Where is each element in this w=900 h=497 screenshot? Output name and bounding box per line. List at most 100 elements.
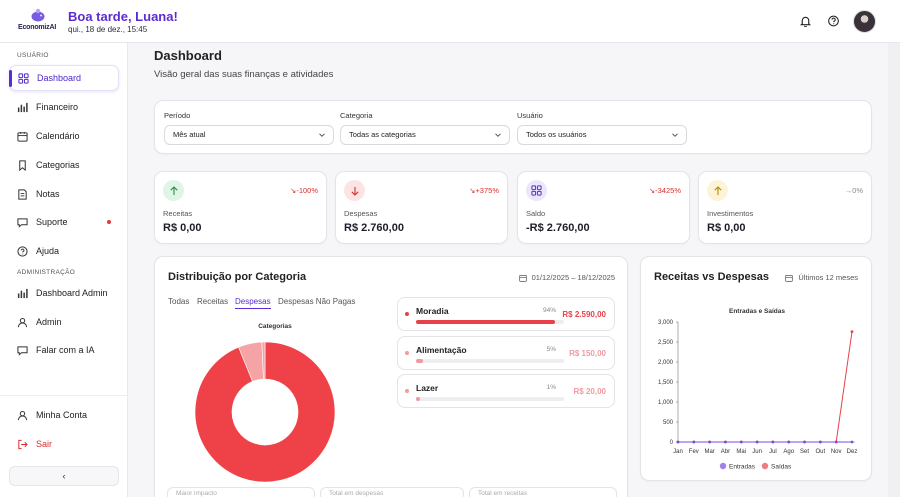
brand-logo[interactable]: EconomizAI xyxy=(18,8,60,36)
filters-card: Período Mês atual Categoria Todas as cat… xyxy=(154,100,872,154)
collapse-sidebar-button[interactable]: ‹ xyxy=(9,466,119,486)
revenue-expense-card: Receitas vs Despesas Últimos 12 meses En… xyxy=(640,256,872,481)
kpi-icon-bg xyxy=(163,180,184,201)
sidebar-item-label: Minha Conta xyxy=(36,410,88,420)
kpi-card-saldo[interactable]: ↘-3425% Saldo -R$ 2.760,00 xyxy=(517,171,690,244)
arrow-down-icon xyxy=(350,186,359,196)
current-datetime: qui., 18 de dez., 15:45 xyxy=(68,25,148,34)
sidebar-item-label: Falar com a IA xyxy=(36,345,95,355)
series-point xyxy=(787,440,791,444)
sidebar-item-calendario[interactable]: Calendário xyxy=(9,123,119,149)
category-progress-track xyxy=(416,359,564,363)
distribution-card: Distribuição por Categoria 01/12/2025 – … xyxy=(154,256,628,497)
kpi-value: R$ 0,00 xyxy=(707,222,746,234)
calendar-icon xyxy=(17,131,28,142)
donut-title: Categorias xyxy=(258,323,292,330)
line-chart-title: Entradas e Saídas xyxy=(729,308,785,315)
range-text: Últimos 12 meses xyxy=(798,273,858,282)
kpi-icon-bg xyxy=(526,180,547,201)
sidebar-item-falar-com-ia[interactable]: Falar com a IA xyxy=(9,337,119,363)
kpi-icon-bg xyxy=(344,180,365,201)
kpi-value: R$ 0,00 xyxy=(163,222,202,234)
kpi-card-receitas[interactable]: ↘-100% Receitas R$ 0,00 xyxy=(154,171,327,244)
kpi-card-investimentos[interactable]: →0% Investimentos R$ 0,00 xyxy=(698,171,872,244)
tab-todas[interactable]: Todas xyxy=(168,297,190,306)
series-point xyxy=(803,440,806,444)
series-point xyxy=(850,330,854,333)
distribution-date-range[interactable]: 01/12/2025 – 18/12/2025 xyxy=(518,273,615,282)
logout-button[interactable]: Sair xyxy=(9,431,119,457)
sidebar-item-suporte[interactable]: Suporte xyxy=(9,209,119,235)
x-tick-label: Out xyxy=(816,449,826,455)
user-select[interactable]: Todos os usuários xyxy=(517,125,687,145)
x-tick-label: Set xyxy=(800,449,809,455)
sidebar-item-notas[interactable]: Notas xyxy=(9,181,119,207)
kpi-change: ↘+375% xyxy=(469,186,499,195)
tab-despesas-nao-pagas[interactable]: Despesas Não Pagas xyxy=(278,297,356,306)
series-point xyxy=(771,440,775,444)
period-label: Período xyxy=(164,111,191,120)
help-circle-icon xyxy=(17,245,28,257)
series-point xyxy=(708,440,712,444)
tab-receitas[interactable]: Receitas xyxy=(197,297,229,306)
y-tick-label: 0 xyxy=(670,440,674,446)
distribution-title: Distribuição por Categoria xyxy=(168,271,307,283)
tab-despesas[interactable]: Despesas xyxy=(235,297,271,309)
x-tick-label: Abr xyxy=(721,449,730,455)
sidebar-item-financeiro[interactable]: Financeiro xyxy=(9,94,119,120)
period-value: Mês atual xyxy=(173,130,206,139)
bar-chart-icon xyxy=(17,288,28,298)
kpi-card-despesas[interactable]: ↘+375% Despesas R$ 2.760,00 xyxy=(335,171,508,244)
sidebar-item-dashboard[interactable]: Dashboard xyxy=(9,65,119,91)
kpi-value: R$ 2.760,00 xyxy=(344,222,404,234)
sidebar-item-admin[interactable]: Admin xyxy=(9,309,119,335)
category-progress-track xyxy=(416,397,564,401)
sidebar-item-label: Categorias xyxy=(36,160,80,170)
bell-icon[interactable] xyxy=(799,14,812,28)
page-title: Dashboard xyxy=(154,48,222,63)
y-tick-label: 1,000 xyxy=(658,400,674,406)
sidebar-item-ajuda[interactable]: Ajuda xyxy=(9,238,119,264)
summary-tile-label: Maior impacto xyxy=(176,490,217,497)
legend-label: Saídas xyxy=(771,464,792,471)
category-value: Todas as categorias xyxy=(349,130,416,139)
grid-icon xyxy=(531,185,542,196)
series-point xyxy=(692,440,696,444)
sidebar-item-categorias[interactable]: Categorias xyxy=(9,152,119,178)
period-select[interactable]: Mês atual xyxy=(164,125,334,145)
kpi-change: ↘-3425% xyxy=(648,186,681,195)
brand-name: EconomizAI xyxy=(18,24,57,31)
category-name: Moradia xyxy=(416,306,449,316)
date-range-text: 01/12/2025 – 18/12/2025 xyxy=(531,273,615,282)
category-row-lazer[interactable]: Lazer 1% R$ 20,00 xyxy=(397,374,615,408)
bar-chart-icon xyxy=(17,102,28,112)
notification-dot xyxy=(107,220,111,224)
message-icon xyxy=(17,217,28,228)
legend-marker xyxy=(719,462,727,470)
summary-tile-label: Total em receitas xyxy=(478,490,528,497)
kpi-change: ↘-100% xyxy=(290,186,318,195)
y-tick-label: 1,500 xyxy=(658,380,674,386)
top-header: EconomizAI Boa tarde, Luana! qui., 18 de… xyxy=(0,0,900,43)
category-row-alimentacao[interactable]: Alimentação 5% R$ 150,00 xyxy=(397,336,615,370)
kpi-icon-bg xyxy=(707,180,728,201)
main-content: Dashboard Visão geral das suas finanças … xyxy=(128,43,888,497)
donut-slice xyxy=(261,341,266,380)
sidebar-item-minha-conta[interactable]: Minha Conta xyxy=(9,402,119,428)
x-tick-label: Mai xyxy=(736,449,746,455)
sidebar-item-label: Dashboard Admin xyxy=(36,288,108,298)
category-amount: R$ 2.590,00 xyxy=(562,310,606,319)
calendar-icon xyxy=(518,274,527,282)
kpi-label: Receitas xyxy=(163,209,193,218)
series-point xyxy=(755,440,759,444)
help-icon[interactable] xyxy=(827,14,840,28)
series-line xyxy=(678,331,853,443)
kpi-label: Investimentos xyxy=(707,209,754,218)
sidebar-item-dashboard-admin[interactable]: Dashboard Admin xyxy=(9,280,119,306)
grid-icon xyxy=(18,72,29,84)
category-row-moradia[interactable]: Moradia 94% R$ 2.590,00 xyxy=(397,297,615,331)
revenue-expense-range[interactable]: Últimos 12 meses xyxy=(785,273,858,282)
user-avatar[interactable] xyxy=(853,10,876,33)
category-select[interactable]: Todas as categorias xyxy=(340,125,510,145)
page-scrollbar[interactable] xyxy=(888,43,900,497)
